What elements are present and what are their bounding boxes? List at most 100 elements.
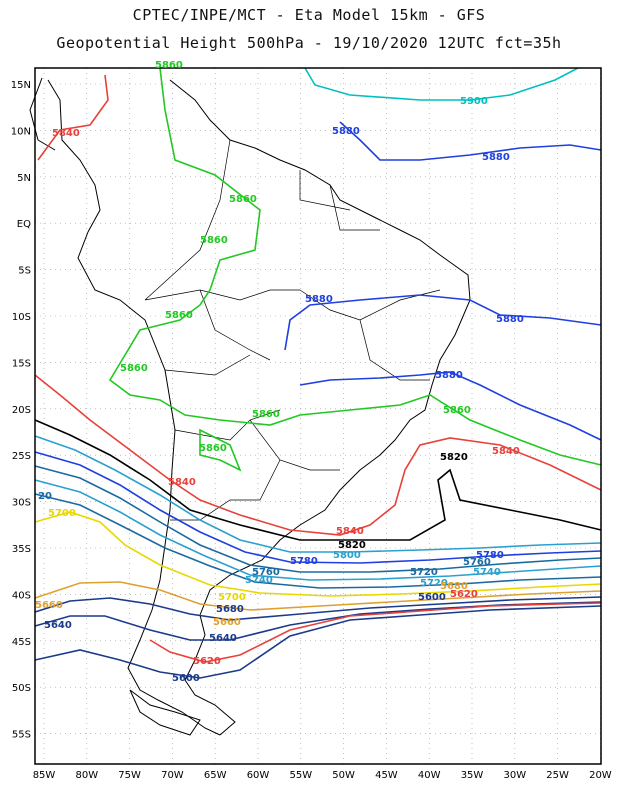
latitude-label: 25S — [12, 451, 31, 462]
contour-5600 — [34, 605, 602, 679]
contour-label: 5740 — [473, 567, 501, 578]
contour-5880-south — [299, 371, 602, 441]
longitude-label: 45W — [375, 770, 398, 781]
latitude-label: 20S — [12, 405, 31, 416]
contour-label: 5680 — [440, 581, 468, 592]
latitude-label: 5S — [18, 266, 31, 277]
contour-label: 5840 — [492, 446, 520, 457]
contour-labels: 5900 5880 5880 5880 5880 5880 5860 5860 … — [35, 60, 524, 684]
contour-label: 5620 — [193, 656, 221, 667]
contour-5800 — [34, 435, 602, 553]
contour-label: 5720 — [420, 578, 448, 589]
contour-5860-loop — [199, 428, 242, 472]
contour-label: 5860 — [155, 60, 183, 71]
longitude-label: 85W — [33, 770, 56, 781]
country-borders — [144, 139, 441, 521]
longitude-label: 25W — [546, 770, 569, 781]
contour-label: 5700 — [218, 592, 246, 603]
contour-5720 — [34, 493, 602, 589]
contour-label: 5740 — [245, 575, 273, 586]
contour-5680 — [34, 581, 602, 611]
longitude-label: 65W — [204, 770, 227, 781]
contour-label: 5820 — [338, 540, 366, 551]
contour-5840-south — [34, 374, 602, 536]
contour-label: 5900 — [460, 96, 488, 107]
contour-label: 5860 — [252, 409, 280, 420]
latitude-labels: 15N 10N 5N EQ 5S 10S 15S 20S 25S 30S 35S 40S 45S 50S 5… — [11, 80, 31, 741]
contour-label: 5820 — [440, 452, 468, 463]
contour-label: 5700 — [48, 508, 76, 519]
contour-5700 — [34, 511, 602, 597]
contour-5820 — [34, 419, 602, 541]
contour-label: 5880 — [482, 152, 510, 163]
contour-label: 5840 — [336, 526, 364, 537]
latitude-label: 5N — [17, 173, 31, 184]
contour-5760 — [34, 465, 602, 573]
longitude-label: 50W — [332, 770, 355, 781]
contour-label: 5780 — [290, 556, 318, 567]
map-subtitle: Geopotential Height 500hPa - 19/10/2020 … — [56, 34, 562, 52]
contour-label: 5860 — [165, 310, 193, 321]
contour-5880-central — [284, 294, 602, 351]
longitude-label: 75W — [118, 770, 141, 781]
contour-5840-north — [37, 74, 109, 161]
contour-label: 5780 — [476, 550, 504, 561]
contour-5640 — [34, 601, 602, 641]
contour-label: 5760 — [252, 567, 280, 578]
latitude-label: 10N — [11, 126, 31, 137]
contour-label: 5860 — [199, 443, 227, 454]
central-america-coast — [29, 77, 56, 151]
contour-label: 5600 — [418, 592, 446, 603]
contour-label: 5880 — [332, 126, 360, 137]
contour-label: 5840 — [168, 477, 196, 488]
contour-label: 5760 — [463, 557, 491, 568]
map-frame — [34, 67, 602, 765]
longitude-label: 55W — [289, 770, 312, 781]
latitude-label: 15S — [12, 358, 31, 369]
contour-label: 5680 — [216, 604, 244, 615]
latitude-label: 55S — [12, 730, 31, 741]
contour-5740 — [34, 479, 602, 581]
contour-5900 — [304, 67, 579, 101]
contour-5620 — [149, 602, 602, 663]
longitude-label: 70W — [161, 770, 184, 781]
contour-label: 5880 — [435, 370, 463, 381]
longitude-label: 30W — [503, 770, 526, 781]
contour-label: 5860 — [229, 194, 257, 205]
latitude-label: 40S — [12, 590, 31, 601]
contour-5880-north — [339, 121, 602, 161]
longitude-labels: 85W 80W 75W 70W 65W 60W 55W 50W 45W 40W 35W 30W 25W 2… — [33, 770, 612, 781]
contour-label: 5660 — [213, 617, 241, 628]
latitude-label: 35S — [12, 544, 31, 555]
longitude-label: 35W — [461, 770, 484, 781]
contour-5860-north — [108, 67, 602, 466]
latitude-label: 10S — [12, 312, 31, 323]
contour-5780 — [34, 451, 602, 564]
contour-label: 20 — [38, 491, 52, 502]
latitude-label: 45S — [12, 637, 31, 648]
contour-label: 5800 — [333, 550, 361, 561]
contour-label: 5860 — [443, 405, 471, 416]
longitude-label: 60W — [247, 770, 270, 781]
contour-label: 5660 — [35, 600, 63, 611]
latitude-label: 15N — [11, 80, 31, 91]
tierra-del-fuego — [129, 689, 201, 736]
latitude-label: 30S — [12, 498, 31, 509]
map-title: CPTEC/INPE/MCT - Eta Model 15km - GFS — [132, 6, 486, 24]
contour-label: 5840 — [52, 128, 80, 139]
contour-label: 5640 — [44, 620, 72, 631]
contour-5660 — [34, 596, 602, 621]
latitude-label: EQ — [17, 219, 31, 230]
contour-lines — [34, 67, 602, 679]
coastline — [29, 77, 471, 736]
contour-label: 5620 — [450, 589, 478, 600]
longitude-label: 40W — [418, 770, 441, 781]
contour-label: 5640 — [209, 633, 237, 644]
contour-label: 5600 — [172, 673, 200, 684]
longitude-label: 20W — [589, 770, 612, 781]
contour-label: 5880 — [496, 314, 524, 325]
longitude-label: 80W — [75, 770, 98, 781]
latitude-label: 50S — [12, 683, 31, 694]
contour-label: 5860 — [120, 363, 148, 374]
